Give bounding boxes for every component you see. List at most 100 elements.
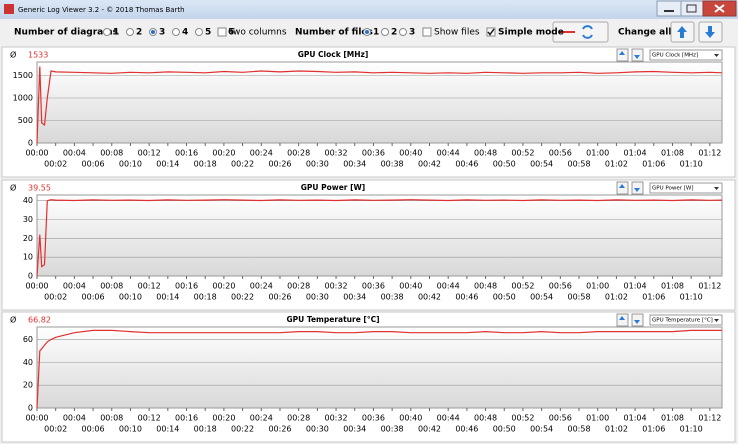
x-tick-label: 00:18 [194,160,217,169]
x-tick-label: 00:14 [156,425,179,434]
radio-button[interactable] [103,28,111,36]
x-tick-label: 00:48 [474,414,497,423]
x-tick-label: 01:06 [642,293,665,302]
x-tick-label: 00:44 [437,149,460,158]
checkmark [487,28,495,36]
x-tick-label: 00:40 [399,282,422,291]
maximize-button[interactable] [680,0,704,17]
arrow-icon [634,320,640,324]
down-icon [705,26,715,38]
x-tick-label: 00:50 [493,425,516,434]
x-tick-label: 00:22 [231,160,254,169]
x-tick-label: 00:38 [381,160,404,169]
x-tick-label: 00:34 [343,160,366,169]
x-tick-label: 01:10 [680,293,703,302]
x-tick-label: 00:28 [287,282,310,291]
x-tick-label: 00:36 [362,149,385,158]
x-tick-label: 00:20 [212,282,235,291]
checkbox-label: Simple mode [498,28,564,38]
radio-button[interactable] [126,28,134,36]
y-tick-label: 60 [23,335,33,344]
data-line [36,66,723,144]
x-tick-label: 00:06 [82,160,105,169]
x-tick-label: 00:02 [44,293,67,302]
diagram-title: GPU Temperature [°C] [286,315,379,324]
radio-label: 6 [228,28,234,38]
y-tick-label: 1500 [13,71,33,80]
x-tick-label: 01:04 [624,282,647,291]
files-label: Number of files [295,28,373,38]
x-tick-label: 00:26 [268,425,291,434]
x-tick-label: 00:32 [325,414,348,423]
dropdown-arrow [714,54,719,57]
y-tick-label: 0 [28,139,33,148]
close-icon [714,4,725,13]
x-tick-label: 00:50 [493,293,516,302]
x-tick-label: 00:48 [474,149,497,158]
plot-area [36,326,723,409]
x-tick-label: 00:18 [194,425,217,434]
x-tick-label: 00:26 [268,293,291,302]
arrow-icon [634,188,640,192]
x-tick-label: 00:40 [399,414,422,423]
x-tick-label: 00:10 [119,425,142,434]
x-tick-label: 01:02 [605,293,628,302]
y-tick-label: 40 [23,196,33,205]
x-tick-label: 00:14 [156,160,179,169]
radio-button[interactable] [172,28,180,36]
radio-button[interactable] [399,28,407,36]
mode-button[interactable] [552,21,609,43]
x-tick-label: 00:44 [437,282,460,291]
plot-area [36,61,723,144]
checkbox[interactable] [422,27,432,37]
x-tick-label: 00:22 [231,293,254,302]
x-tick-label: 00:54 [530,425,553,434]
minimize-button[interactable] [656,0,682,17]
average-value: 1533 [28,51,48,60]
x-tick-label: 00:30 [306,293,329,302]
x-tick-label: 00:02 [44,160,67,169]
x-tick-label: 00:16 [175,282,198,291]
x-tick-label: 01:10 [680,425,703,434]
x-tick-label: 00:00 [25,282,48,291]
x-tick-label: 00:46 [455,160,478,169]
x-tick-label: 00:54 [530,160,553,169]
average-symbol: Ø [10,50,16,60]
x-tick-label: 00:18 [194,293,217,302]
x-tick-label: 01:04 [624,414,647,423]
radio-button[interactable] [381,28,389,36]
channel-select[interactable] [649,314,723,326]
x-tick-label: 01:02 [605,425,628,434]
x-tick-label: 00:32 [325,282,348,291]
x-tick-label: 01:12 [698,149,721,158]
checkbox[interactable] [217,27,227,37]
radio-label: 3 [159,28,165,38]
x-tick-label: 00:42 [418,160,441,169]
x-tick-label: 00:04 [63,414,86,423]
y-tick-label: 0 [28,404,33,413]
channel-select-text: GPU Clock [MHz] [652,53,698,59]
channel-select[interactable] [649,182,723,194]
radio-label: 2 [136,28,142,38]
diagram-panel: Ø 39.55 GPU Power [W] GPU Power [W] 0 10 20 30 4… [1,179,736,311]
x-tick-label: 00:34 [343,425,366,434]
x-tick-label: 00:46 [455,293,478,302]
x-tick-label: 00:20 [212,414,235,423]
data-line [36,329,722,409]
x-tick-label: 00:30 [306,425,329,434]
x-tick-label: 00:42 [418,293,441,302]
x-tick-label: 00:00 [25,414,48,423]
radio-button[interactable] [195,28,203,36]
x-tick-label: 00:42 [418,425,441,434]
radio-label: 3 [409,28,415,38]
channel-select[interactable] [649,49,723,61]
x-tick-label: 01:08 [661,282,684,291]
x-tick-label: 01:06 [642,160,665,169]
x-tick-label: 00:28 [287,149,310,158]
dropdown-arrow [714,187,719,190]
change-all-label: Change all [618,28,671,38]
x-tick-label: 01:06 [642,425,665,434]
window-title: Generic Log Viewer 3.2 - © 2018 Thomas B… [18,6,185,14]
